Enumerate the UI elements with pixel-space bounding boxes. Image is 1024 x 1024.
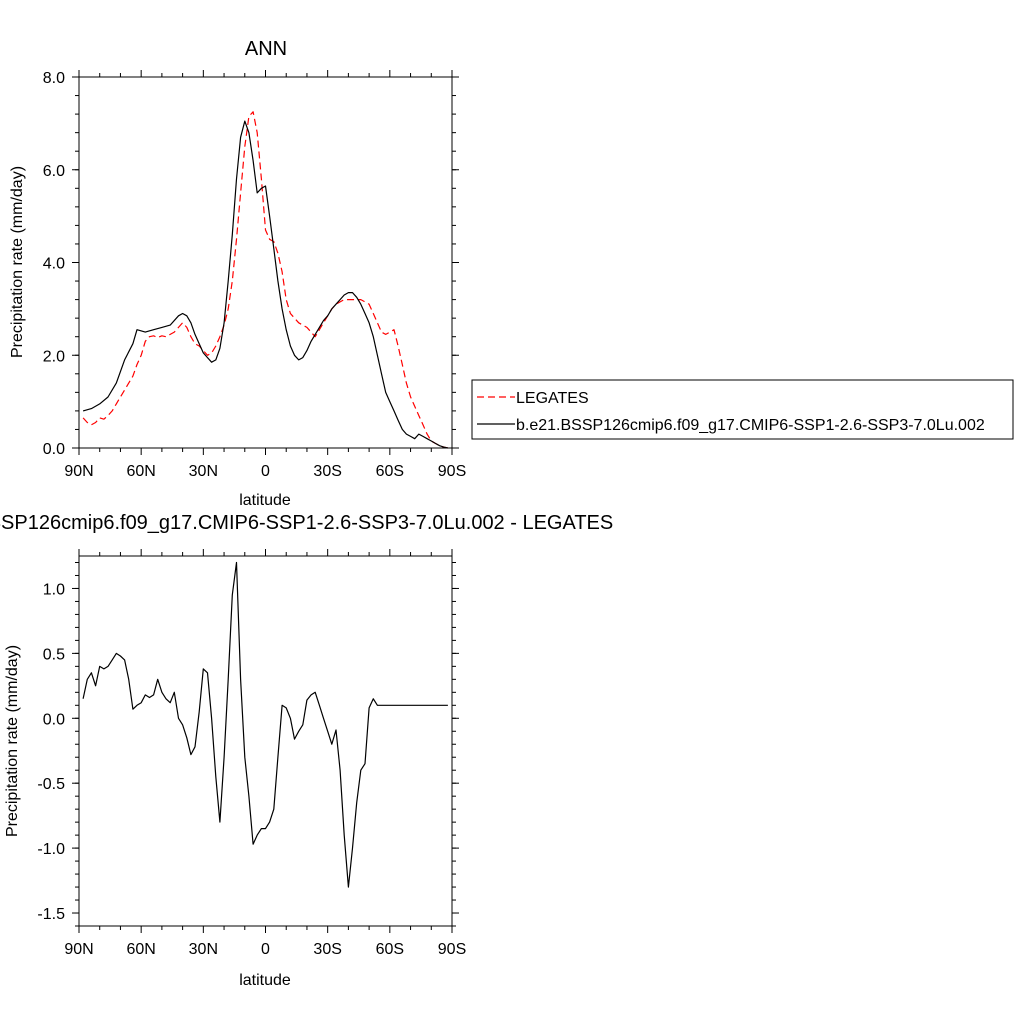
bottom-chart-xlabel: latitude — [239, 972, 291, 989]
x-tick-label: 60S — [376, 941, 404, 958]
x-tick-label: 60N — [126, 941, 155, 958]
x-tick-label: 30N — [189, 463, 218, 480]
y-tick-label: -1.5 — [37, 906, 65, 923]
top-chart-ylabel: Precipitation rate (mm/day) — [9, 166, 26, 358]
bottom-chart-ticks: 90N 60N 30N 0 30S 60S 90S 1.0 0.5 0.0 -0.5 -1.0 -1.5 — [37, 549, 466, 958]
x-tick-label: 0 — [261, 463, 270, 480]
legend-label-legates: LEGATES — [516, 390, 589, 407]
series-line-model — [82, 561, 448, 888]
bottom-chart-frame — [78, 555, 453, 927]
series-line-legates — [82, 111, 449, 449]
bottom-chart: b.e21.BSSP126cmip6.f09_g17.CMIP6-SSP1-2.… — [0, 512, 613, 989]
bottom-chart-ylabel: Precipitation rate (mm/day) — [4, 645, 21, 837]
top-chart-ticks: 90N 60N 30N 0 30S 60S 90S 0.0 2.0 4.0 6.0 8.0 — [43, 70, 466, 480]
top-chart-title: ANN — [245, 38, 287, 60]
y-tick-label: 4.0 — [43, 256, 65, 273]
top-chart-frame — [78, 76, 453, 449]
x-tick-label: 30S — [313, 941, 341, 958]
x-tick-label: 60S — [376, 463, 404, 480]
y-tick-label: 0.5 — [43, 646, 65, 663]
bottom-chart-title: b.e21.BSSP126cmip6.f09_g17.CMIP6-SSP1-2.… — [0, 512, 613, 534]
x-tick-label: 90N — [64, 941, 93, 958]
top-chart-xlabel: latitude — [239, 492, 291, 509]
top-chart-series — [82, 111, 449, 449]
legend-box — [471, 379, 1014, 440]
y-tick-label: 2.0 — [43, 348, 65, 365]
x-tick-label: 30N — [189, 941, 218, 958]
y-tick-label: -0.5 — [37, 776, 65, 793]
y-tick-label: 6.0 — [43, 163, 65, 180]
x-tick-label: 0 — [261, 941, 270, 958]
x-tick-label: 90S — [438, 941, 466, 958]
x-tick-label: 60N — [126, 463, 155, 480]
y-tick-label: 1.0 — [43, 581, 65, 598]
y-tick-label: -1.0 — [37, 841, 65, 858]
top-chart: ANN latitude Precipitation rate (mm/day)… — [9, 38, 466, 509]
y-tick-label: 0.0 — [43, 441, 65, 458]
x-tick-label: 30S — [313, 463, 341, 480]
legend-label-model: b.e21.BSSP126cmip6.f09_g17.CMIP6-SSP1-2.… — [516, 417, 985, 434]
x-tick-label: 90N — [64, 463, 93, 480]
bottom-chart-series — [82, 561, 448, 888]
series-line-model — [82, 120, 449, 449]
y-tick-label: 0.0 — [43, 711, 65, 728]
legend: LEGATES b.e21.BSSP126cmip6.f09_g17.CMIP6… — [471, 379, 1014, 440]
y-tick-label: 8.0 — [43, 70, 65, 87]
x-tick-label: 90S — [438, 463, 466, 480]
